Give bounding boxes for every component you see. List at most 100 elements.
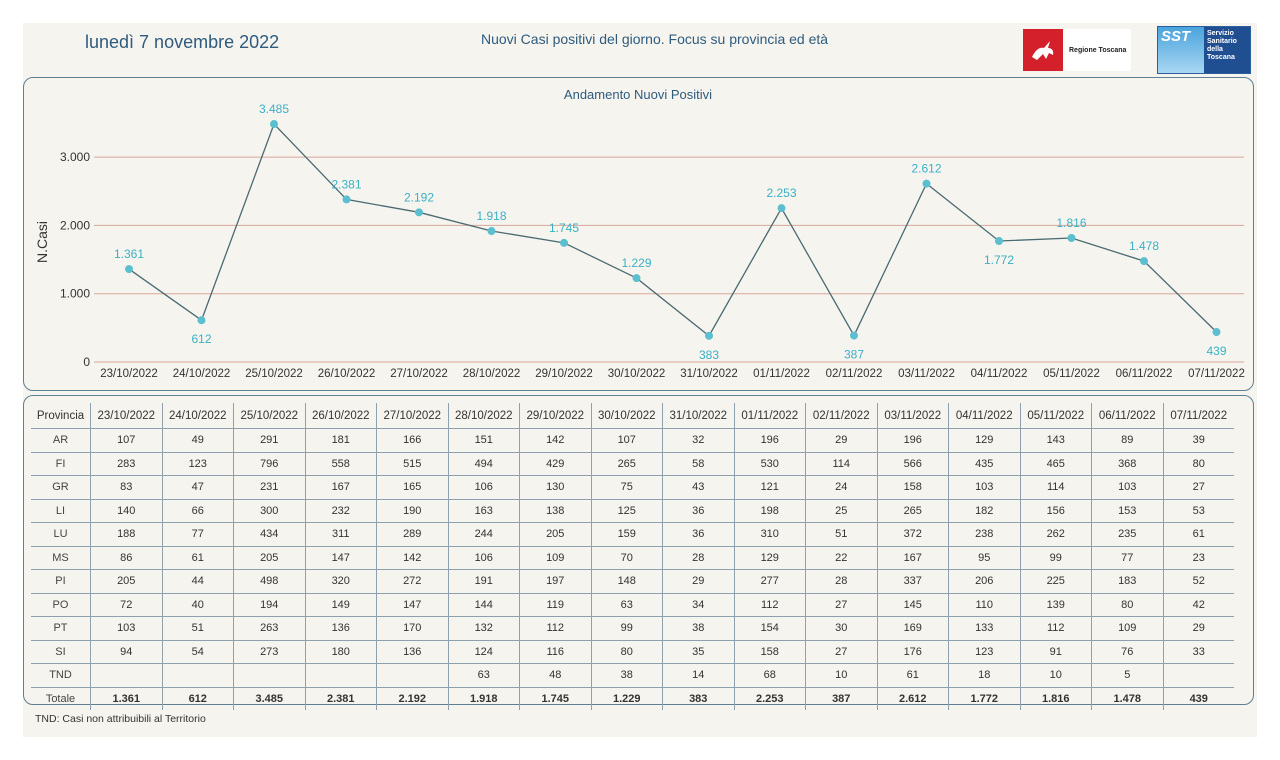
column-header-date: 27/10/2022	[376, 403, 448, 429]
value-cell: 310	[733, 522, 806, 547]
value-cell: 52	[1162, 569, 1234, 594]
data-label: 383	[699, 348, 719, 362]
value-cell: 24	[805, 475, 877, 500]
province-cell: PO	[31, 593, 91, 617]
value-cell: 140	[90, 499, 162, 523]
value-cell: 43	[662, 475, 734, 500]
province-cell: LU	[31, 522, 91, 547]
value-cell: 188	[90, 522, 162, 547]
value-cell: 180	[304, 640, 377, 664]
value-cell: 1.478	[1091, 687, 1163, 710]
value-cell: 25	[805, 499, 877, 523]
value-cell: 2.381	[304, 687, 377, 710]
value-cell: 29	[1162, 616, 1234, 641]
value-cell: 68	[733, 663, 806, 688]
sst-name-line: della	[1207, 46, 1223, 53]
data-point	[197, 316, 206, 325]
page-title: Nuovi Casi positivi del giorno. Focus su…	[481, 31, 829, 47]
value-cell: 1.918	[447, 687, 520, 710]
table-row: PI 205 44 498 320 272 191 197 148 29 277 28 337 206 22…	[31, 569, 1234, 594]
province-cell: FI	[31, 452, 91, 476]
x-tick-label: 27/10/2022	[390, 368, 448, 380]
value-cell	[376, 663, 448, 688]
value-cell: 51	[805, 522, 877, 547]
column-header-date: 29/10/2022	[519, 403, 591, 429]
value-cell: 158	[876, 475, 949, 500]
value-cell: 166	[376, 428, 448, 453]
x-tick-label: 28/10/2022	[463, 368, 521, 380]
value-cell: 83	[90, 475, 162, 500]
value-cell	[1162, 663, 1234, 688]
y-tick-label: 1.000	[60, 287, 90, 301]
value-cell: 72	[90, 593, 162, 617]
value-cell: 42	[1162, 593, 1234, 617]
value-cell: 165	[376, 475, 448, 500]
value-cell: 77	[1091, 546, 1163, 570]
value-cell: 66	[161, 499, 234, 523]
column-header-date: 07/11/2022	[1162, 403, 1234, 429]
value-cell: 197	[519, 569, 591, 594]
value-cell: 337	[876, 569, 949, 594]
value-cell: 320	[304, 569, 377, 594]
value-cell: 147	[376, 593, 448, 617]
value-cell: 153	[1091, 499, 1163, 523]
table-row: LI 140 66 300 232 190 163 138 125 36 198 25 265 182 15…	[31, 499, 1234, 523]
value-cell: 121	[733, 475, 806, 500]
x-tick-label: 26/10/2022	[318, 368, 376, 380]
value-cell: 465	[1019, 452, 1092, 476]
x-tick-label: 01/11/2022	[753, 368, 810, 380]
value-cell: 136	[304, 616, 377, 641]
column-header-date: 30/10/2022	[590, 403, 663, 429]
value-cell: 3.485	[233, 687, 305, 710]
province-cell: TND	[31, 663, 91, 688]
data-label: 2.192	[404, 190, 434, 204]
province-cell: GR	[31, 475, 91, 500]
y-tick-label: 0	[83, 355, 90, 369]
province-cell: MS	[31, 546, 91, 570]
column-header-date: 06/11/2022	[1091, 403, 1163, 429]
value-cell: 106	[447, 475, 520, 500]
value-cell: 372	[876, 522, 949, 547]
table-header-row: Provincia 23/10/2022 24/10/2022 25/10/2022 2…	[31, 403, 1234, 429]
x-tick-label: 23/10/2022	[100, 368, 158, 380]
value-cell: 191	[447, 569, 520, 594]
table-row: GR 83 47 231 167 165 106 130 75 43 121 24 158 103 114 1…	[31, 475, 1234, 500]
value-cell: 225	[1019, 569, 1092, 594]
value-cell: 235	[1091, 522, 1163, 547]
data-point	[560, 238, 568, 247]
table-row: MS 86 61 205 147 142 106 109 70 28 129 22 167 95 99 77 2…	[31, 546, 1234, 570]
data-point	[125, 265, 133, 274]
value-cell: 112	[519, 616, 591, 641]
data-label: 2.253	[766, 186, 796, 200]
value-cell: 300	[233, 499, 305, 523]
value-cell: 383	[662, 687, 734, 710]
value-cell: 53	[1162, 499, 1234, 523]
table-row: PO 72 40 194 149 147 144 119 63 34 112 27 145 110 139 8…	[31, 593, 1234, 617]
value-cell: 39	[1162, 428, 1234, 453]
value-cell: 182	[948, 499, 1020, 523]
data-point	[850, 331, 858, 340]
series-line	[128, 122, 1217, 337]
value-cell: 54	[161, 640, 234, 664]
column-header-date: 23/10/2022	[90, 403, 162, 429]
value-cell: 262	[1019, 522, 1092, 547]
value-cell: 29	[805, 428, 877, 453]
data-point	[487, 227, 496, 236]
pegasus-icon	[1023, 29, 1063, 71]
value-cell: 18	[948, 663, 1020, 688]
value-cell: 1.745	[519, 687, 591, 710]
value-cell: 114	[1019, 475, 1092, 500]
data-label: 2.612	[911, 162, 941, 176]
value-cell	[90, 663, 162, 688]
value-cell: 133	[948, 616, 1020, 641]
value-cell: 77	[161, 522, 234, 547]
footnote: TND: Casi non attribuibili al Territorio	[35, 713, 206, 725]
value-cell: 1.361	[90, 687, 162, 710]
x-tick-label: 02/11/2022	[826, 368, 883, 380]
value-cell: 198	[733, 499, 806, 523]
value-cell: 34	[662, 593, 734, 617]
value-cell: 144	[447, 593, 520, 617]
regione-toscana-logo: Regione Toscana	[1023, 29, 1131, 71]
value-cell: 515	[376, 452, 448, 476]
value-cell: 61	[1162, 522, 1234, 547]
